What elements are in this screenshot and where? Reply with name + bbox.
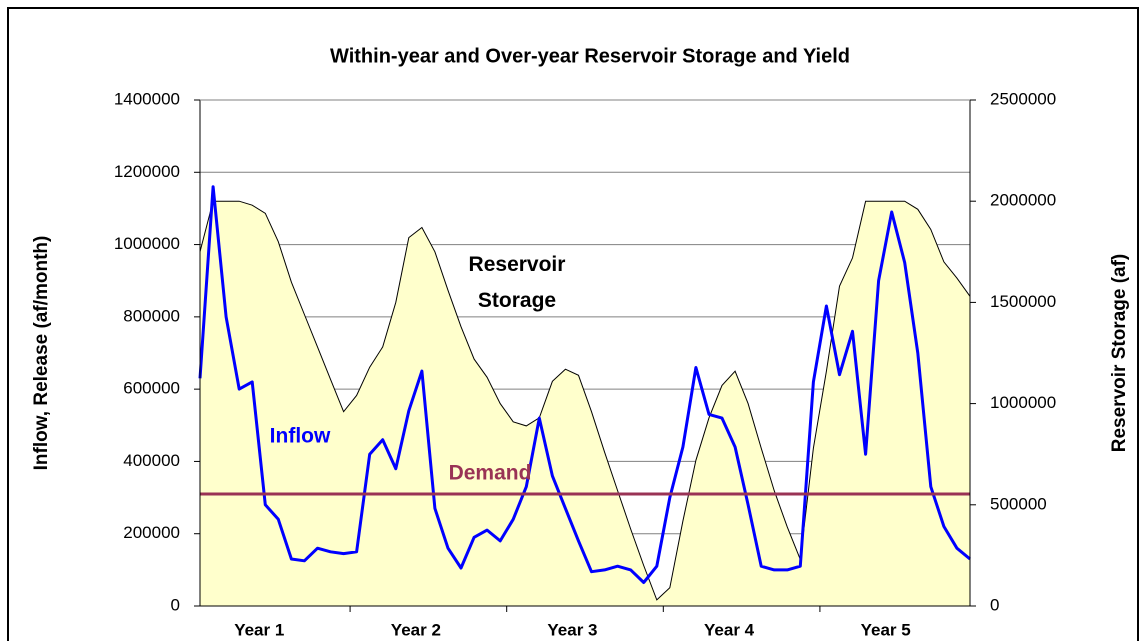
y-tick-label: 400000 [123,451,180,470]
inflow-line [198,185,971,584]
y2-tick-label: 2500000 [990,89,1056,108]
y2-tick-label: 500000 [990,494,1047,513]
y-tick-label: 200000 [123,523,180,542]
x-tick-label: Year 2 [391,620,441,639]
y2-tick-label: 1500000 [990,292,1056,311]
storage-area [200,201,970,606]
inflow-label: Inflow [270,425,331,448]
y-axis-title: Inflow, Release (af/month) [31,236,52,471]
y2-tick-label: 2000000 [990,191,1056,210]
y2-tick-label: 0 [990,595,999,614]
y-tick-label: 600000 [123,379,180,398]
y2-axis-title: Reservoir Storage (af) [1109,254,1130,453]
storage-line [199,200,971,601]
y2-tick-label: 1000000 [990,393,1056,412]
y-tick-label: 1400000 [114,89,180,108]
x-tick-label: Year 4 [704,620,755,639]
x-tick-label: Year 3 [547,620,597,639]
y-tick-label: 1000000 [114,234,180,253]
chart-title: Within-year and Over-year Reservoir Stor… [330,45,850,67]
y-tick-label: 800000 [123,306,180,325]
y-tick-label: 0 [171,595,180,614]
x-tick-label: Year 1 [234,620,284,639]
y-tick-label: 1200000 [114,162,180,181]
x-tick-label: Year 5 [861,620,911,639]
demand-label: Demand [449,462,532,485]
storage-label: Reservoir Storage [469,253,566,312]
